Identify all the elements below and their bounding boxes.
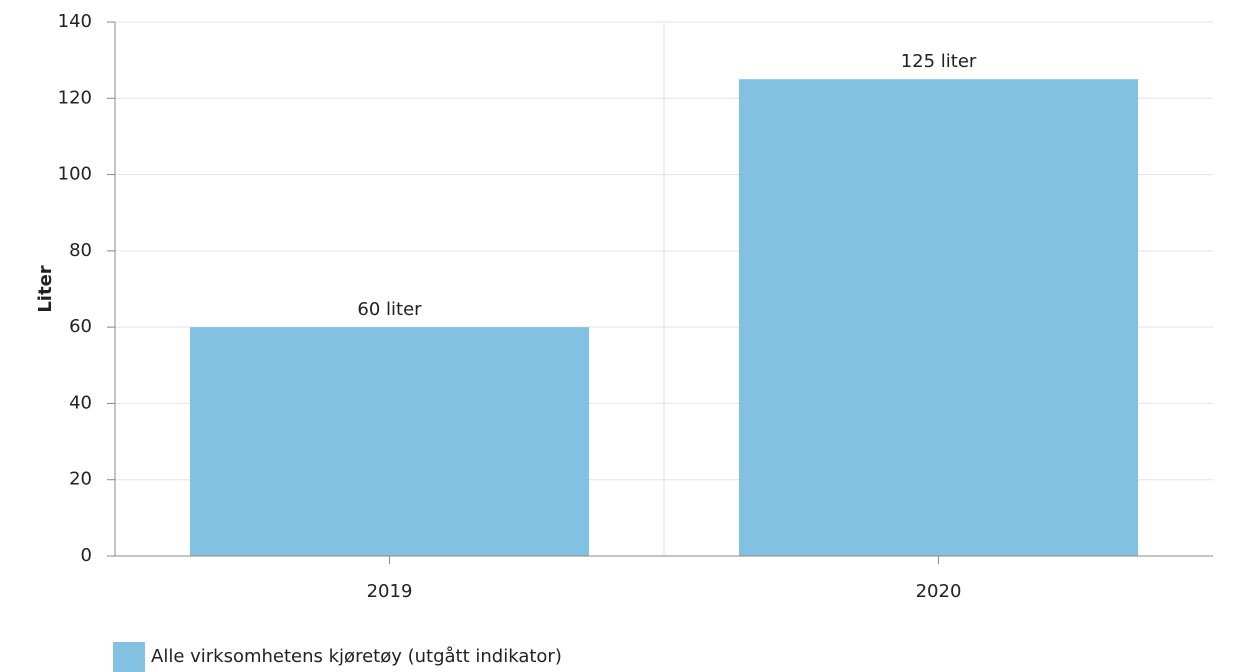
legend-label: Alle virksomhetens kjøretøy (utgått indi… [151,646,562,667]
data-label: 125 liter [901,51,977,72]
y-tick-label: 100 [58,164,92,185]
x-tick-label: 2020 [916,581,962,602]
y-axis-label: Liter [35,265,56,312]
legend-swatch [113,642,145,672]
bar [189,327,590,556]
bar [738,79,1139,556]
y-tick-label: 140 [58,11,92,32]
y-tick-label: 40 [69,392,92,413]
y-tick-label: 60 [69,316,92,337]
y-tick-label: 120 [58,87,92,108]
y-tick-label: 80 [69,240,92,261]
x-tick-label: 2019 [367,581,413,602]
data-label: 60 liter [357,299,422,320]
y-tick-label: 0 [81,545,92,566]
y-tick-label: 20 [69,469,92,490]
